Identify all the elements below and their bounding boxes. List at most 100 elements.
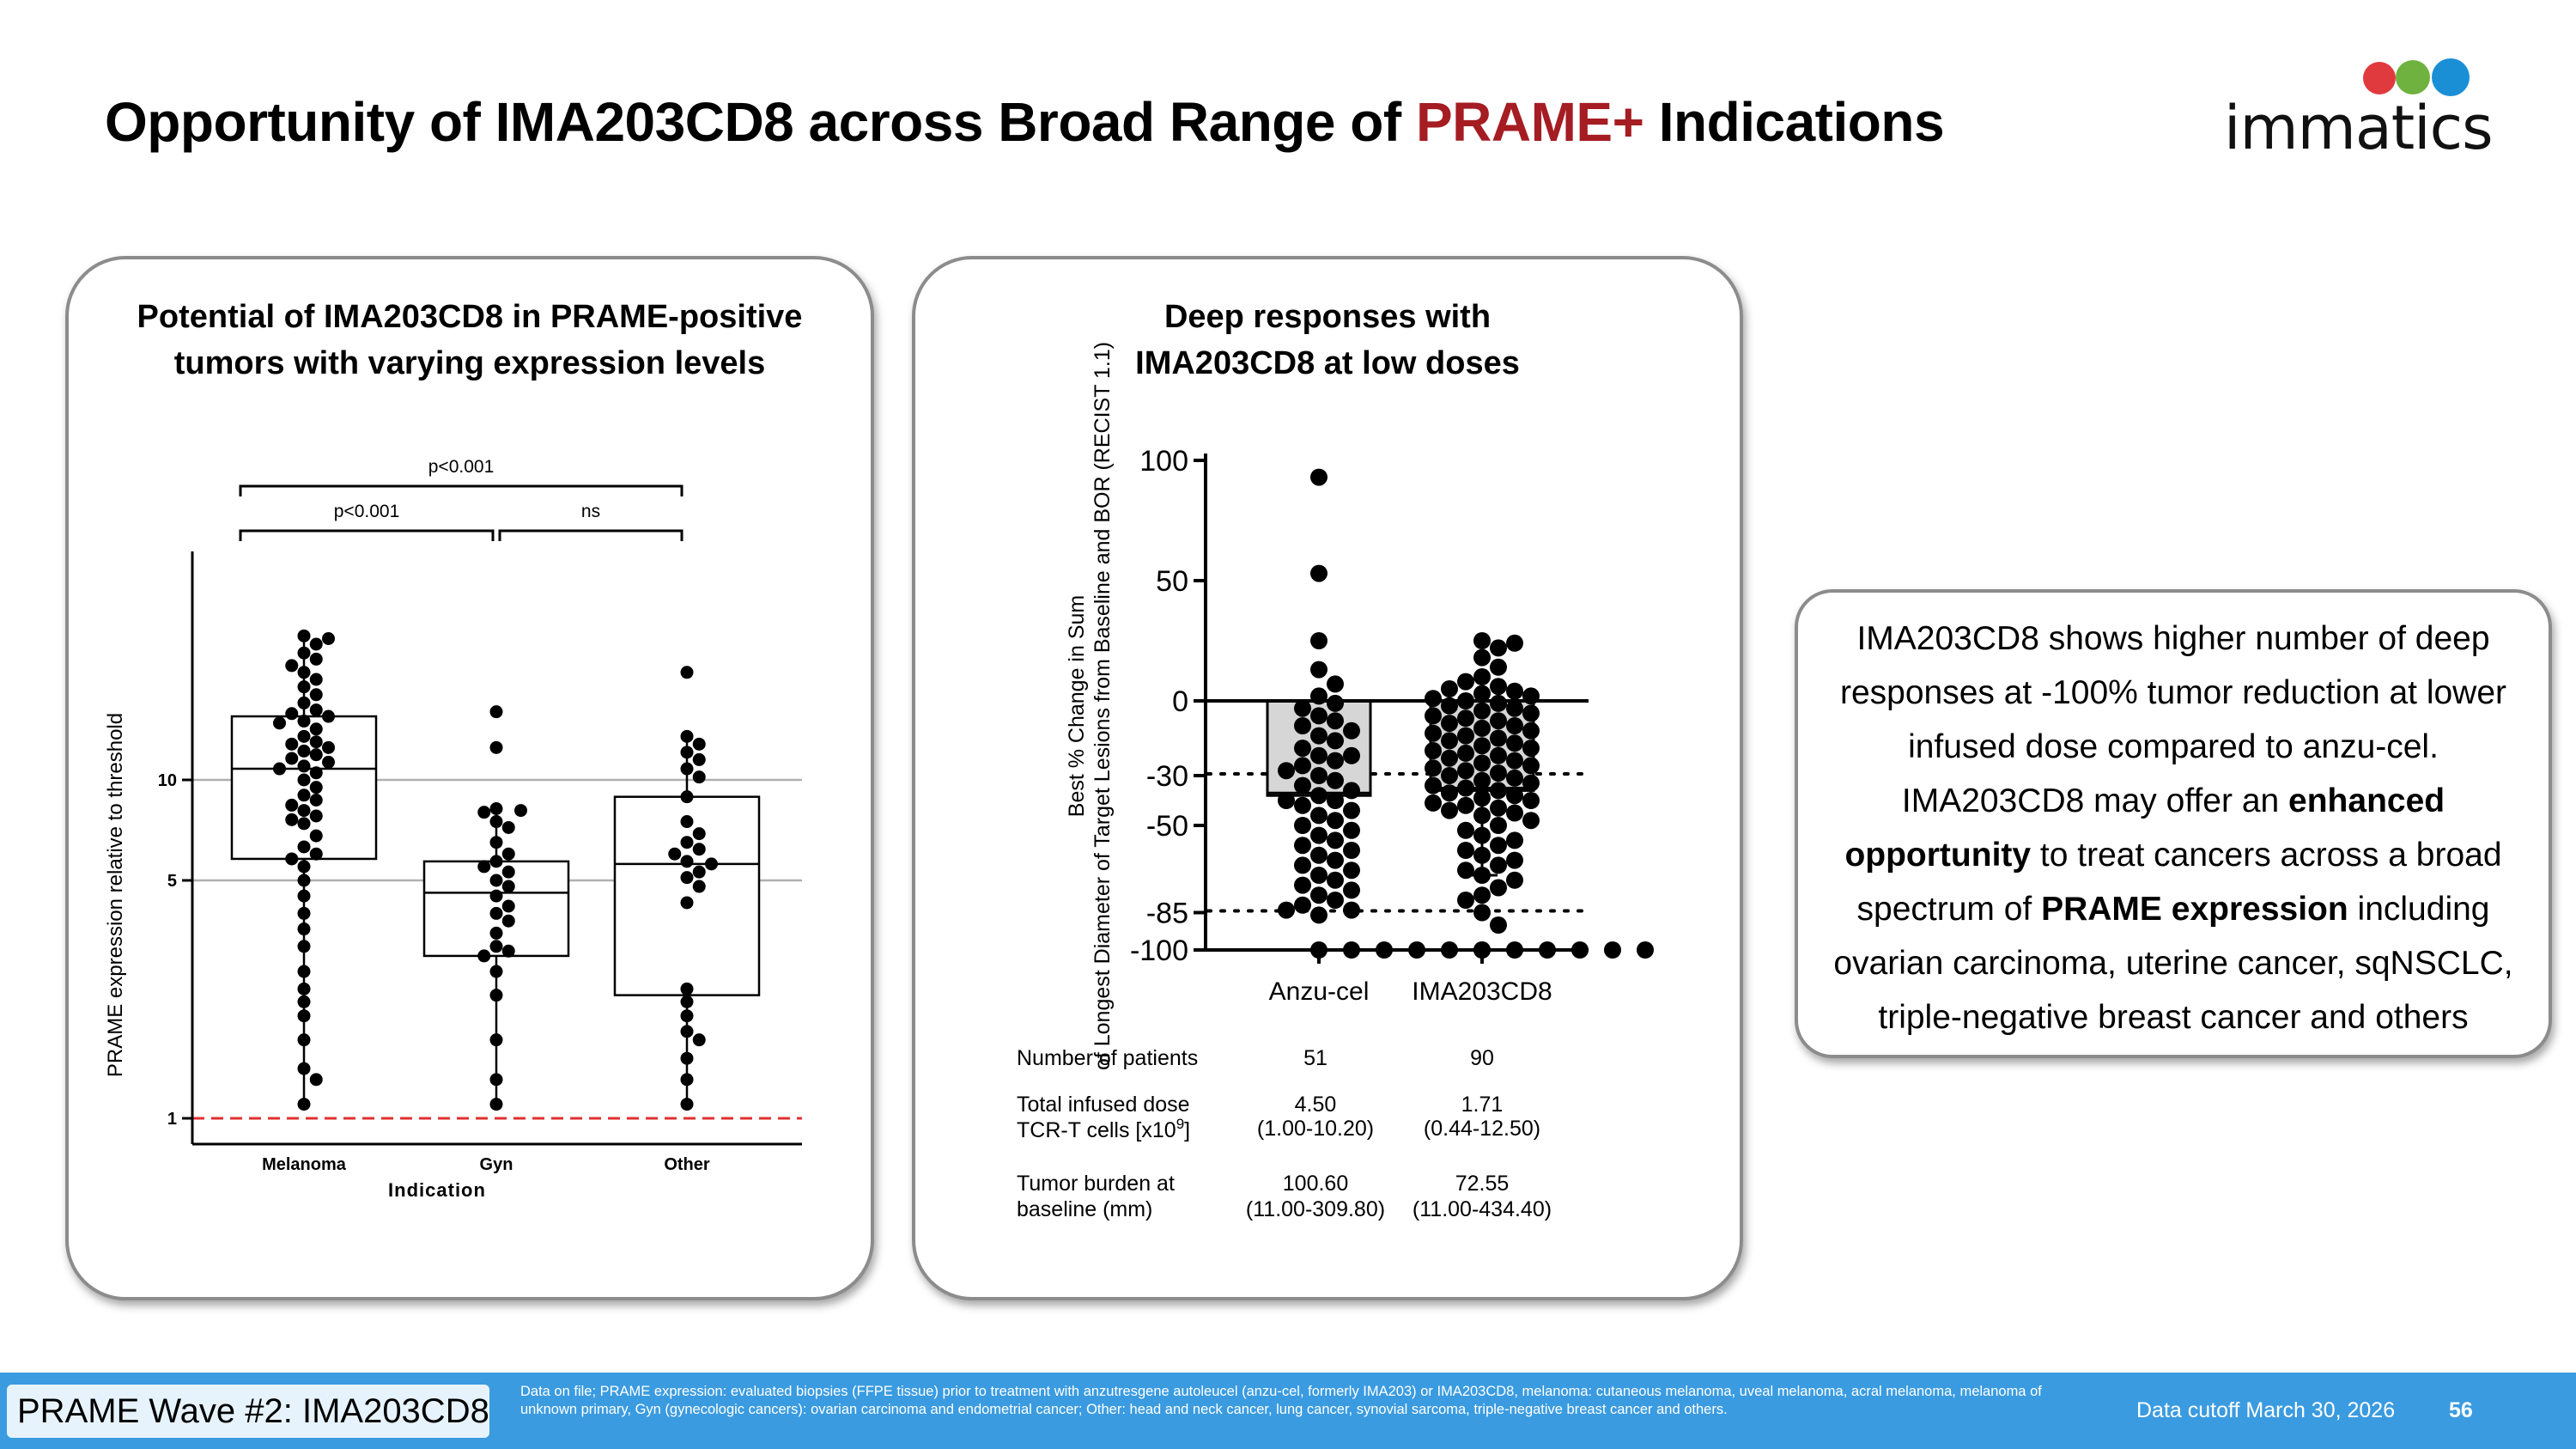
data-point (1506, 787, 1523, 805)
table-row-label-2a: TCR-T cells [x10 (1017, 1118, 1176, 1142)
data-point (309, 652, 323, 666)
table-cell-ima: 90 (1470, 1046, 1494, 1070)
data-point (489, 1073, 503, 1087)
response-panel: Deep responses with IMA203CD8 at low dos… (912, 256, 1743, 1300)
data-point (1457, 861, 1474, 880)
data-point (489, 926, 503, 940)
table-cell-anzu: 51 (1303, 1046, 1327, 1070)
data-point (705, 857, 718, 871)
data-point (297, 759, 311, 773)
data-point (1343, 941, 1360, 959)
data-point (1327, 851, 1344, 869)
y-axis-title-line1: Best % Change in Sum (1065, 595, 1089, 817)
data-point (309, 829, 323, 843)
data-point (1473, 719, 1491, 737)
data-point (297, 646, 311, 660)
summary-text: IMA203CD8 shows higher number of deep re… (1815, 612, 2531, 1044)
x-tick-label: Melanoma (262, 1155, 347, 1174)
data-point (1473, 685, 1491, 703)
data-point (1473, 904, 1491, 922)
data-point (1310, 727, 1327, 745)
data-point (1506, 831, 1523, 849)
data-point (309, 1073, 323, 1087)
x-tick-label: Other (664, 1155, 710, 1174)
data-point (1294, 876, 1311, 894)
data-point (297, 629, 311, 642)
footer-bar: PRAME Wave #2: IMA203CD8 Data on file; P… (0, 1373, 2576, 1449)
data-point (1441, 680, 1458, 697)
data-point (1425, 707, 1442, 725)
data-point (1522, 792, 1540, 809)
data-point (1473, 702, 1491, 720)
footer-section-label: PRAME Wave #2: IMA203CD8 (7, 1385, 489, 1438)
data-point (680, 1025, 694, 1038)
data-point (1457, 673, 1474, 691)
data-point (501, 820, 515, 834)
data-point (1441, 732, 1458, 750)
data-point (1490, 678, 1507, 696)
table-row-label-2: TCR-T cells [x109] (1017, 1116, 1190, 1142)
data-point (1457, 779, 1474, 797)
data-point (285, 798, 299, 812)
data-point (1473, 668, 1491, 685)
table-row-label: Total infused dose (1017, 1093, 1190, 1117)
data-point (1490, 782, 1507, 800)
data-point (1490, 639, 1507, 657)
data-point (1441, 941, 1458, 959)
data-point (309, 673, 323, 686)
data-point (285, 659, 299, 673)
data-point (1506, 699, 1523, 717)
data-point (692, 865, 706, 879)
data-point (1278, 901, 1295, 919)
data-point (501, 880, 515, 893)
data-point (1473, 771, 1491, 789)
data-point (680, 1098, 694, 1111)
expression-chart-layer: 1 5 10 Melanoma Gyn Other Indication PRAME expr… (104, 457, 802, 1201)
data-point (1490, 712, 1507, 730)
y-tick-label: -50 (1146, 810, 1188, 843)
data-point (1473, 886, 1491, 904)
data-point (1343, 881, 1360, 899)
data-point (1457, 744, 1474, 762)
table-row-label: Tumor burden at (1017, 1172, 1175, 1196)
table-cell-ima: 1.71 (1461, 1093, 1504, 1117)
company-logo: immatics (2224, 53, 2499, 163)
data-point (1425, 690, 1442, 708)
logo-dot-red (2363, 62, 2396, 94)
box (613, 795, 761, 996)
title-accent: PRAME+ (1415, 91, 1644, 153)
data-point (692, 827, 706, 841)
data-point (1310, 687, 1327, 705)
data-point (322, 740, 335, 754)
footer-date: Data cutoff March 30, 2026 (2136, 1398, 2396, 1422)
data-point (309, 722, 323, 736)
data-point (1425, 724, 1442, 742)
data-point (1506, 769, 1523, 787)
data-point (1294, 837, 1311, 855)
data-point (297, 906, 311, 920)
data-point (1327, 675, 1344, 693)
data-point (1490, 799, 1507, 817)
logo-dot-blue (2432, 58, 2470, 96)
data-point (1441, 749, 1458, 767)
data-point (1425, 776, 1442, 795)
data-point (680, 746, 694, 759)
data-point (680, 896, 694, 910)
data-point (1441, 784, 1458, 802)
table-cell-anzu-range: (11.00-309.80) (1246, 1197, 1385, 1221)
data-point (297, 1098, 311, 1111)
data-point (297, 804, 311, 818)
data-point (285, 737, 299, 751)
x-tick-label: Gyn (480, 1155, 513, 1174)
data-point (1522, 721, 1540, 740)
data-point (680, 871, 694, 885)
data-point (1441, 697, 1458, 715)
data-point (489, 740, 503, 754)
y-tick-label: 10 (158, 771, 177, 790)
data-point (1473, 754, 1491, 772)
data-point (489, 906, 503, 920)
data-point (1522, 687, 1540, 705)
data-point (1457, 727, 1474, 745)
data-point (1490, 694, 1507, 712)
data-point (1294, 776, 1311, 795)
